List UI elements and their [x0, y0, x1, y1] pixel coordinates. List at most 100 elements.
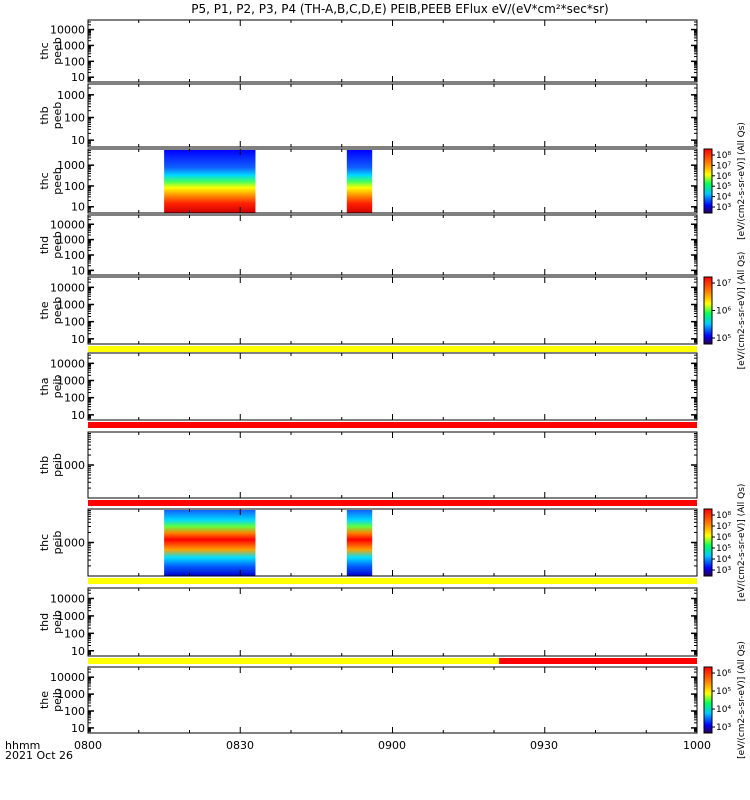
colorbar-tick-label: 10⁸: [716, 511, 731, 521]
colorbar-tick-label: 10⁶: [716, 307, 731, 317]
figure-title: P5, P1, P2, P3, P4 (TH-A,B,C,D,E) PEIB,P…: [191, 2, 608, 16]
time-tick-0830: 0830: [226, 739, 254, 752]
y-tick-label: 100: [64, 705, 85, 718]
y-tick-label: 10000: [50, 357, 85, 370]
time-tick-1000: 1000: [683, 739, 711, 752]
colorbar-tick-label: 10⁵: [716, 544, 731, 554]
panel-thd-peib: 10000 1000 100 10 thd peib: [38, 587, 698, 664]
panel-frame: [87, 214, 698, 276]
status-bar-red: [88, 500, 697, 506]
colorbar-tick-label: 10⁴: [716, 193, 731, 203]
panel-frame: [87, 431, 698, 499]
panel-label-probe: thb: [38, 106, 51, 124]
y-tick-label: 1000: [57, 39, 85, 52]
colorbar-label: [eV/(cm2-s-sr-eV)] (All Qs): [737, 252, 747, 370]
panel-label-probe: the: [38, 691, 51, 709]
y-tick-label: 10: [71, 409, 85, 422]
panel-frame: [87, 276, 698, 345]
panel-label-probe: thc: [38, 42, 51, 59]
panel-label-product: peeb: [51, 102, 64, 130]
panel-thb-peib: 1000 thb peib: [38, 431, 698, 506]
panel-label-product: peeb: [51, 231, 64, 259]
y-tick-label: 10000: [50, 671, 85, 684]
colorbar-thc-peeb: [703, 148, 713, 214]
time-tick-0900: 0900: [378, 739, 406, 752]
colorbar-label: [eV/(cm2-s-sr-eV)] (All Qs): [737, 484, 747, 602]
colorbar-tick-label: 10⁷: [716, 522, 731, 532]
colorbar-tick-label: 10⁵: [716, 334, 731, 344]
colorbar-tick-label: 10⁵: [716, 687, 731, 697]
panel-tha-peib: 10000 1000 100 10 tha peib: [38, 352, 698, 428]
panel-the-peeb: 10000 1000 100 10 the peeb 10⁷ 10⁶ 10⁵ [eV/(cm2-s…: [38, 252, 747, 370]
y-tick-label: 100: [64, 249, 85, 262]
colorbar-tick-label: 10³: [716, 723, 731, 733]
panel-frame: [87, 19, 698, 83]
panel-label-product: peib: [51, 531, 64, 555]
colorbar-tick-label: 10⁶: [716, 172, 731, 182]
colorbar-tick-label: 10⁵: [716, 182, 731, 192]
panel-label-probe: thb: [38, 456, 51, 474]
status-bar-yellow: [88, 346, 697, 352]
y-tick-label: 10000: [50, 592, 85, 605]
colorbar-tick-label: 10³: [716, 203, 731, 213]
panel-thb-peeb: 1000 100 10 thb peeb: [38, 83, 698, 148]
y-tick-label: 100: [64, 111, 85, 124]
panel-the-peib: 10000 1000 100 10 the peib 10⁶ 10⁵ 10⁴ 10³ [eV/(cm…: [38, 641, 747, 759]
panel-label-probe: thc: [38, 534, 51, 551]
colorbar-tick-label: 10⁷: [716, 161, 731, 171]
panel-label-product: peeb: [51, 297, 64, 325]
panel-the-peeb-top: 10000 1000 100 10 thc peeb: [38, 19, 698, 84]
y-tick-label: 10: [71, 722, 85, 735]
y-tick-label: 1000: [57, 375, 85, 388]
time-axis: 0800 0830 0900 0930 1000 hhmm 2021 Oct 2…: [5, 739, 711, 762]
panel-label-probe: thd: [38, 236, 51, 254]
colorbar-the-peeb: [703, 276, 713, 345]
spectrogram-block-thc-peeb-0: [164, 150, 256, 213]
y-tick-label: 100: [64, 392, 85, 405]
date-label: 2021 Oct 26: [5, 749, 73, 762]
colorbar-tick-label: 10⁶: [716, 533, 731, 543]
colorbar-tick-label: 10⁸: [716, 151, 731, 161]
panel-frame: [87, 83, 698, 148]
panel-label-product: peib: [51, 610, 64, 634]
y-tick-label: 1000: [57, 299, 85, 312]
y-tick-label: 1000: [57, 89, 85, 102]
y-tick-label: 10: [71, 134, 85, 147]
y-tick-label: 10: [71, 71, 85, 84]
status-bar-red: [499, 658, 697, 664]
y-tick-label: 10000: [50, 218, 85, 231]
y-tick-label: 10: [71, 645, 85, 658]
panel-label-product: peeb: [51, 167, 64, 195]
panel-frame: [87, 666, 698, 734]
y-tick-label: 1000: [57, 459, 85, 472]
y-tick-label: 1000: [57, 537, 85, 550]
colorbar-label: [eV/(cm2-s-sr-eV)] (All Qs): [737, 122, 747, 240]
y-tick-label: 10000: [50, 281, 85, 294]
colorbar-tick-label: 10⁶: [716, 669, 731, 679]
y-tick-label: 100: [64, 316, 85, 329]
y-tick-label: 10: [71, 264, 85, 277]
panel-label-product: peib: [51, 453, 64, 477]
colorbar-the-peib: [703, 666, 713, 734]
panel-label-probe: thd: [38, 613, 51, 631]
panel-label-product: peeb: [51, 37, 64, 65]
spectrogram-block-thc-peib-1: [346, 510, 373, 576]
time-tick-0800: 0800: [74, 739, 102, 752]
y-tick-label: 100: [64, 55, 85, 68]
panel-thd-peeb: 10000 1000 100 10 thd peeb: [38, 214, 698, 277]
status-bar-red: [88, 422, 697, 428]
y-tick-label: 10000: [50, 24, 85, 37]
colorbar-tick-label: 10⁴: [716, 705, 731, 715]
colorbar-tick-label: 10³: [716, 566, 731, 576]
y-tick-label: 1000: [57, 610, 85, 623]
panel-label-probe: the: [38, 301, 51, 319]
y-tick-label: 1000: [57, 159, 85, 172]
y-tick-label: 10: [71, 333, 85, 346]
panel-frame: [87, 587, 698, 657]
time-unit-label: hhmm: [5, 739, 40, 752]
y-tick-label: 1000: [57, 688, 85, 701]
